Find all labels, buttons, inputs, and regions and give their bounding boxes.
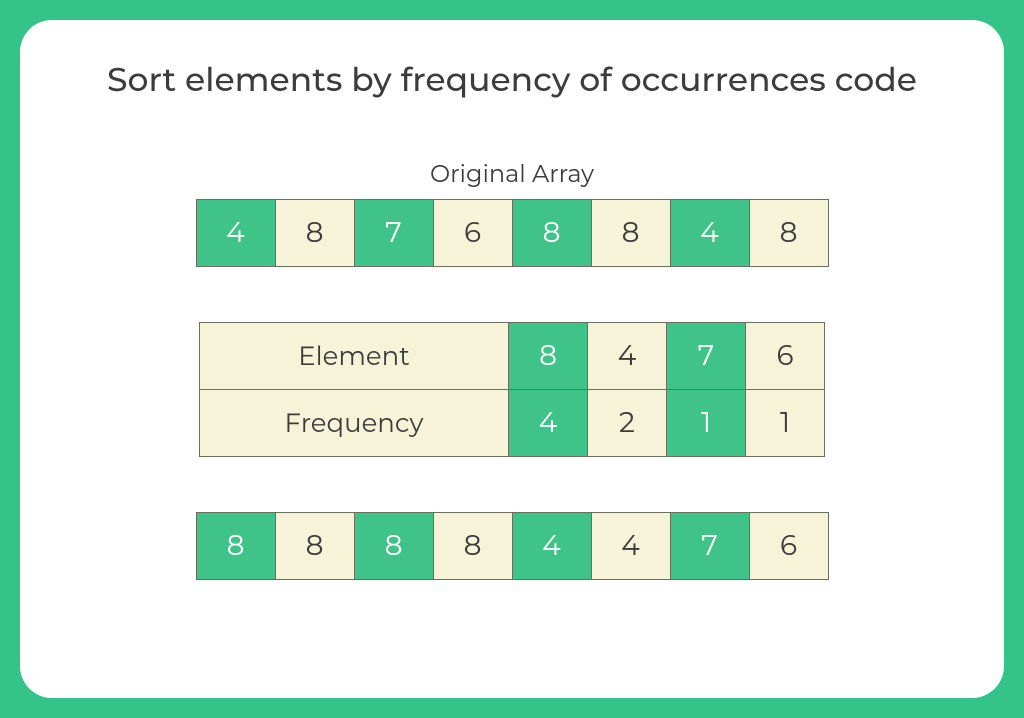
table-cell: 7 — [666, 322, 746, 390]
table-cell: 2 — [587, 389, 667, 457]
array-cell: 8 — [591, 199, 671, 267]
array-cell: 8 — [749, 199, 829, 267]
table-row: Frequency 4 2 1 1 — [199, 390, 825, 457]
table-cell: 1 — [666, 389, 746, 457]
frequency-row-label: Frequency — [199, 389, 509, 457]
array-cell: 6 — [749, 512, 829, 580]
table-cell: 1 — [745, 389, 825, 457]
table-cell: 4 — [508, 389, 588, 457]
frequency-table: Element 8 4 7 6 Frequency 4 2 1 1 — [199, 322, 825, 457]
array-cell: 7 — [354, 199, 434, 267]
array-cell: 8 — [196, 512, 276, 580]
array-cell: 8 — [512, 199, 592, 267]
array-cell: 4 — [670, 199, 750, 267]
page-title: Sort elements by frequency of occurrence… — [107, 60, 917, 100]
array-cell: 4 — [591, 512, 671, 580]
array-cell: 8 — [354, 512, 434, 580]
table-cell: 8 — [508, 322, 588, 390]
array-cell: 6 — [433, 199, 513, 267]
table-cell: 4 — [587, 322, 667, 390]
sorted-array: 8 8 8 8 4 4 7 6 — [196, 512, 829, 580]
array-cell: 4 — [196, 199, 276, 267]
array-cell: 7 — [670, 512, 750, 580]
array-cell: 8 — [275, 199, 355, 267]
array-cell: 8 — [433, 512, 513, 580]
array-cell: 4 — [512, 512, 592, 580]
original-array-label: Original Array — [430, 160, 594, 189]
element-row-label: Element — [199, 322, 509, 390]
table-cell: 6 — [745, 322, 825, 390]
array-cell: 8 — [275, 512, 355, 580]
diagram-card: Sort elements by frequency of occurrence… — [20, 20, 1004, 698]
original-array: 4 8 7 6 8 8 4 8 — [196, 199, 829, 267]
table-row: Element 8 4 7 6 — [199, 322, 825, 390]
